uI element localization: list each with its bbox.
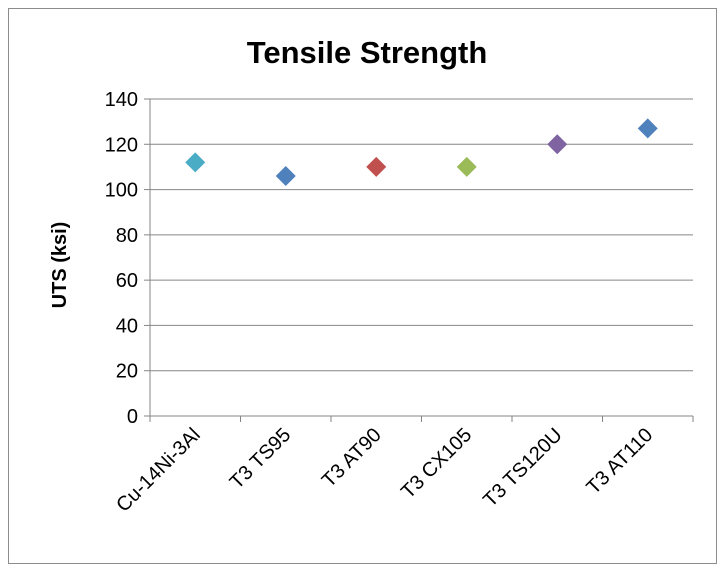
data-point-diamond: [637, 118, 658, 139]
x-tick-label: T3 CX105: [397, 424, 476, 503]
chart-title: Tensile Strength: [247, 35, 488, 70]
y-axis-label: UTS (ksi): [49, 222, 71, 309]
y-tick-label: 20: [116, 361, 138, 383]
data-point-diamond: [456, 156, 477, 177]
x-tick-labels: Cu-14Ni-3Al T3 TS95 T3 AT90 T3 CX105 T3 TS12…: [112, 424, 657, 517]
data-point-diamond: [275, 165, 296, 186]
axes: [144, 98, 694, 422]
chart-frame: Tensile Strength UTS (ksi) 0 20 40 60 80 100 1…: [8, 8, 717, 564]
x-tick-label: T3 AT110: [583, 424, 658, 499]
y-tick-label: 80: [116, 225, 138, 247]
x-tick-label: T3 AT90: [318, 424, 386, 492]
chart-svg: Tensile Strength UTS (ksi) 0 20 40 60 80 100 1…: [49, 35, 694, 517]
x-tick-label: T3 TS95: [226, 424, 296, 494]
y-tick-label: 140: [105, 89, 138, 111]
x-tick-label: T3 TS120U: [479, 424, 567, 512]
y-tick-label: 0: [127, 406, 138, 428]
y-tick-label: 40: [116, 315, 138, 337]
x-tick-label: Cu-14Ni-3Al: [112, 424, 205, 517]
y-tick-label: 100: [105, 180, 138, 202]
y-tick-labels: 0 20 40 60 80 100 120 140: [105, 89, 138, 428]
y-tick-label: 60: [116, 270, 138, 292]
data-points: [185, 118, 658, 186]
y-tick-label: 120: [105, 134, 138, 156]
gridlines: [150, 98, 693, 372]
data-point-diamond: [547, 134, 568, 155]
data-point-diamond: [185, 152, 206, 173]
data-point-diamond: [366, 156, 387, 177]
